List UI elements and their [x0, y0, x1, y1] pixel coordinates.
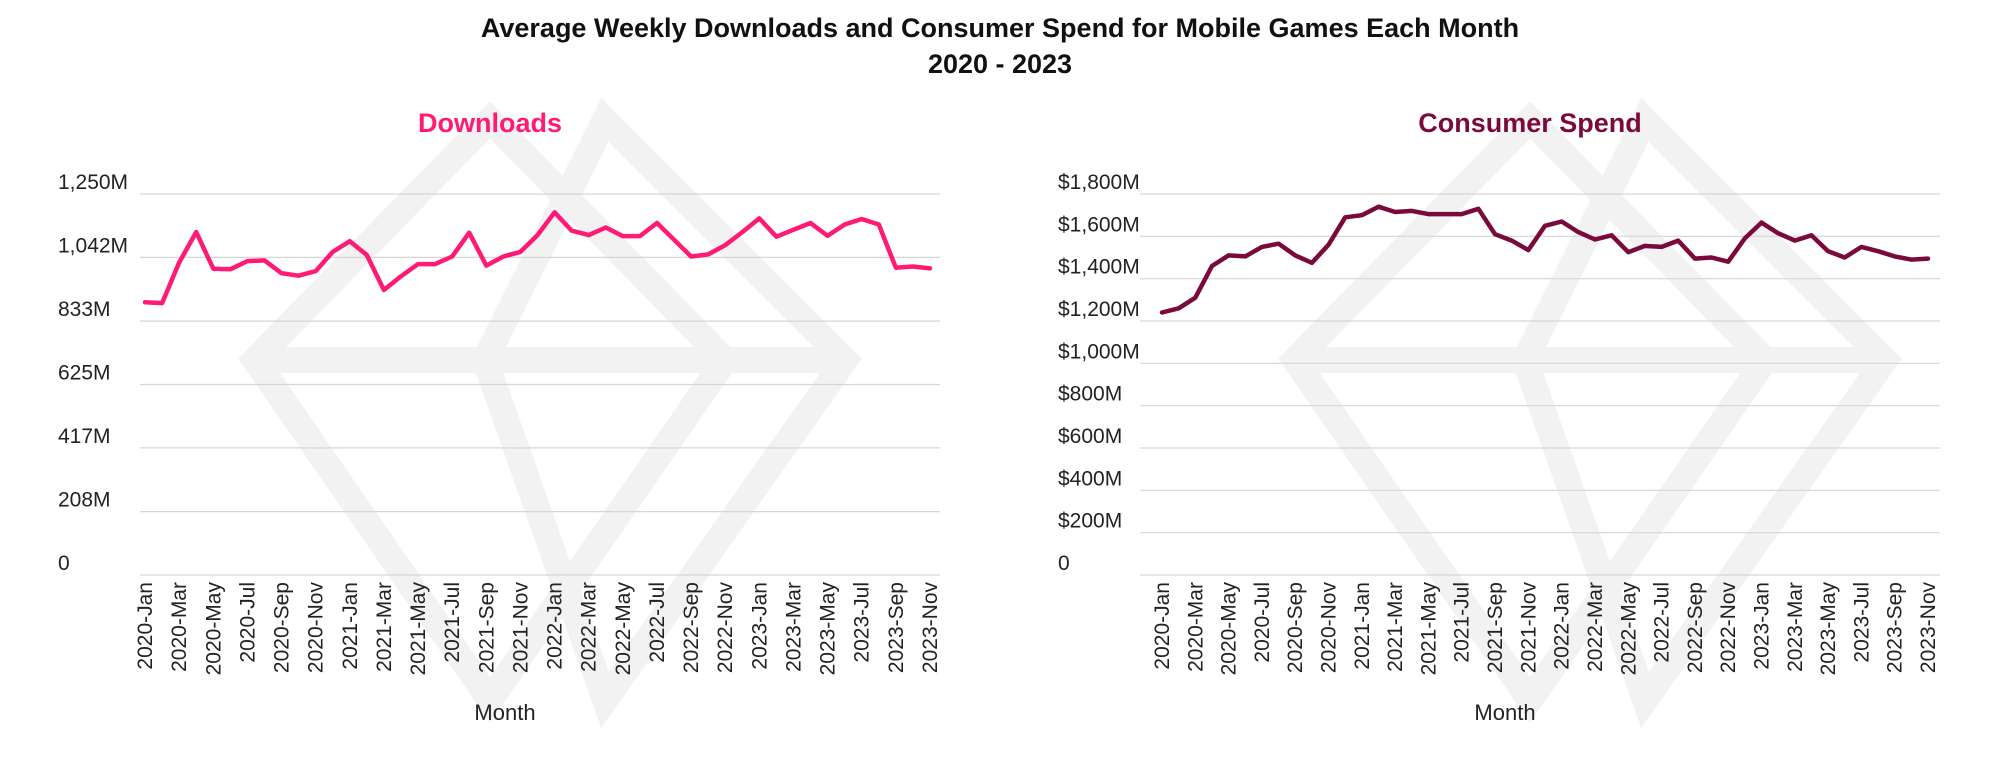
spend-y-tick-label: $800M: [1058, 383, 1122, 406]
chart-title-line-2: 2020 - 2023: [927, 49, 1073, 79]
spend-y-tick-label: $600M: [1058, 425, 1122, 448]
spend-x-tick-label: 2020-Jul: [1251, 582, 1274, 663]
spend-y-tick-label: $1,800M: [1058, 171, 1140, 194]
spend-x-tick-label: 2021-Mar: [1384, 582, 1407, 672]
downloads-x-tick-label: 2022-Sep: [680, 582, 703, 673]
spend-y-tick-label: $1,000M: [1058, 340, 1140, 363]
spend-x-tick-label: 2022-Mar: [1584, 582, 1607, 672]
spend-title: Consumer Spend: [1418, 108, 1642, 138]
downloads-y-tick-label: 1,042M: [58, 234, 128, 257]
downloads-x-tick-label: 2021-Mar: [373, 582, 396, 672]
spend-x-tick-label: 2022-Sep: [1684, 582, 1707, 673]
spend-x-tick-label: 2020-May: [1218, 582, 1241, 676]
spend-y-tick-label: $1,600M: [1058, 213, 1140, 236]
spend-x-tick-label: 2022-Nov: [1717, 582, 1740, 674]
spend-x-tick-label: 2021-Sep: [1484, 582, 1507, 673]
downloads-y-tick-label: 1,250M: [58, 171, 128, 194]
downloads-x-tick-label: 2022-May: [612, 582, 635, 676]
downloads-x-tick-label: 2023-Nov: [919, 582, 942, 674]
downloads-x-tick-label: 2020-Sep: [271, 582, 294, 673]
downloads-x-tick-label: 2023-Jan: [748, 582, 771, 670]
spend-x-tick-label: 2021-Jul: [1451, 582, 1474, 663]
downloads-x-tick-label: 2020-Nov: [305, 582, 328, 674]
chart-title-line-1: Average Weekly Downloads and Consumer Sp…: [480, 13, 1520, 43]
downloads-y-tick-label: 417M: [58, 425, 111, 448]
spend-series-line: [1159, 204, 1931, 315]
downloads-chart: Downloads 0 208M 417M 625M 833M 1,042M 1,250M 20…: [58, 108, 942, 725]
downloads-x-tick-label: 2023-Sep: [885, 582, 908, 673]
spend-x-tick-label: 2021-May: [1417, 582, 1440, 676]
downloads-x-tick-label: 2022-Mar: [578, 582, 601, 672]
spend-x-axis-label: Month: [1474, 700, 1535, 725]
downloads-x-tick-label: 2022-Jan: [544, 582, 567, 670]
downloads-x-tick-label: 2020-May: [202, 582, 225, 676]
downloads-y-tick-label: 0: [58, 552, 70, 575]
chart-title: Average Weekly Downloads and Consumer Sp…: [0, 10, 2000, 82]
consumer-spend-chart: Consumer Spend 0 $200M $400M $600M $800M $1,00…: [1058, 108, 1940, 725]
downloads-x-tick-label: 2021-Nov: [509, 582, 532, 674]
watermark-logo: [1278, 98, 1902, 729]
spend-x-tick-label: 2022-May: [1617, 582, 1640, 676]
downloads-x-tick-label: 2021-Sep: [475, 582, 498, 673]
downloads-x-tick-label: 2020-Mar: [168, 582, 191, 672]
spend-y-tick-label: $1,400M: [1058, 256, 1140, 279]
spend-x-tick-label: 2021-Jan: [1351, 582, 1374, 670]
spend-y-tick-label: $400M: [1058, 467, 1122, 490]
downloads-x-tick-label: 2021-Jan: [339, 582, 362, 670]
downloads-y-tick-label: 625M: [58, 362, 111, 385]
downloads-x-tick-label: 2021-Jul: [441, 582, 464, 663]
downloads-y-tick-label: 833M: [58, 298, 111, 321]
spend-x-tick-label: 2022-Jul: [1651, 582, 1674, 663]
spend-y-tick-label: $1,200M: [1058, 298, 1140, 321]
downloads-x-tick-label: 2023-Jul: [851, 582, 874, 663]
spend-x-tick-label: 2023-Mar: [1784, 582, 1807, 672]
spend-x-tick-label: 2023-Nov: [1917, 582, 1940, 674]
spend-x-tick-label: 2023-Sep: [1884, 582, 1907, 673]
downloads-x-tick-label: 2020-Jan: [134, 582, 157, 670]
downloads-x-tick-label: 2022-Jul: [646, 582, 669, 663]
spend-x-tick-label: 2020-Nov: [1318, 582, 1341, 674]
spend-x-tick-label: 2022-Jan: [1551, 582, 1574, 670]
spend-x-tick-label: 2023-May: [1817, 582, 1840, 676]
spend-y-tick-label: 0: [1058, 552, 1070, 575]
downloads-x-tick-label: 2020-Jul: [236, 582, 259, 663]
watermark-logo-layer: [238, 98, 1902, 729]
spend-x-tick-label: 2023-Jul: [1850, 582, 1873, 663]
downloads-x-axis-label: Month: [474, 700, 535, 725]
downloads-y-tick-label: 208M: [58, 489, 111, 512]
spend-y-tick-label: $200M: [1058, 510, 1122, 533]
spend-x-tick-label: 2023-Jan: [1750, 582, 1773, 670]
downloads-x-tick-label: 2022-Nov: [714, 582, 737, 674]
downloads-series-line: [142, 210, 933, 306]
spend-x-tick-label: 2020-Mar: [1184, 582, 1207, 672]
spend-x-tick-label: 2020-Jan: [1151, 582, 1174, 670]
downloads-title: Downloads: [418, 108, 562, 138]
watermark-logo: [238, 98, 862, 729]
downloads-x-tick-label: 2023-May: [817, 582, 840, 676]
downloads-x-tick-label: 2023-Mar: [782, 582, 805, 672]
spend-x-tick-label: 2021-Nov: [1517, 582, 1540, 674]
downloads-x-tick-label: 2021-May: [407, 582, 430, 676]
spend-x-tick-label: 2020-Sep: [1284, 582, 1307, 673]
